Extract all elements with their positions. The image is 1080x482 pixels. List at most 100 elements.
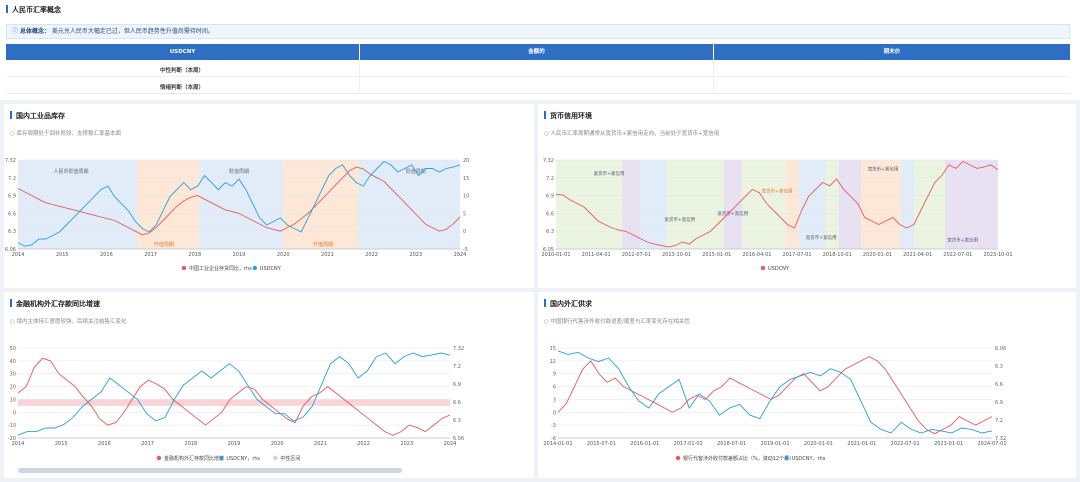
panel-title: 国内工业品库存 xyxy=(10,111,65,121)
phase-band xyxy=(900,160,915,249)
y-tick-label: 50 xyxy=(10,346,16,352)
col-divider xyxy=(359,60,360,94)
legend-marker xyxy=(181,265,187,271)
x-tick-label: 2021 xyxy=(321,252,334,258)
legend-marker xyxy=(784,455,789,461)
phase-band xyxy=(18,160,138,249)
x-tick-label: 2012-07-01 xyxy=(622,252,651,258)
y-tick-label: 9 xyxy=(553,372,556,378)
summary-note-label: 总体概念： xyxy=(19,28,50,35)
x-tick-label: 2021-01-01 xyxy=(847,441,876,447)
y-tick-label: 7.32 xyxy=(543,158,554,164)
legend-label: 金融机构外汇存款同比增速 xyxy=(164,455,224,462)
x-tick-label: 2010-01-01 xyxy=(541,252,570,258)
y-tick-label: -20 xyxy=(8,436,16,442)
series-line-1 xyxy=(17,357,451,436)
y2-tick-label: 6.6 xyxy=(453,400,461,406)
panel-fx-supply-demand: 国内外汇供求 ○ 中国银行代客涉外收付款逆差/顺差与汇率变化存在相关性 15 12… xyxy=(538,292,1076,478)
y-tick-label: 6.05 xyxy=(543,247,554,253)
x-tick-label: 2016 xyxy=(100,252,113,258)
phase-label: 宽货币+宽信用 xyxy=(806,234,837,241)
x-tick-label: 2022-07-01 xyxy=(891,441,920,447)
x-tick-label: 2020 xyxy=(277,252,290,258)
info-icon: ⓘ xyxy=(12,28,19,35)
series-line-2 xyxy=(557,350,993,434)
x-tick-label: 2017 xyxy=(144,252,157,258)
x-tick-label: 2020-01-01 xyxy=(863,252,892,258)
y-tick-label: 10 xyxy=(10,397,16,403)
phase-label: 人民币贬值周期 xyxy=(54,168,89,175)
y-tick-label: 6.6 xyxy=(8,211,16,217)
summary-note: ⓘ 总体概念： 美元兑人民币大幅走已过，但人民币趋势性升值尚需待时间。 xyxy=(6,24,1070,39)
y-tick-label: 7.2 xyxy=(8,176,16,182)
col-header-period-end: 期末价 xyxy=(714,44,1070,60)
y2-tick-label: 10 xyxy=(463,194,469,200)
horizontal-scrollbar[interactable] xyxy=(18,468,402,473)
x-tick-label: 2023-10-01 xyxy=(983,252,1012,258)
phase-band xyxy=(838,160,861,249)
x-tick-label: 2016 xyxy=(98,441,111,447)
y2-tick-label: 15 xyxy=(463,176,469,182)
phase-band xyxy=(639,160,667,249)
summary-table-body xyxy=(6,60,1070,94)
legend-label: USDCNY xyxy=(768,266,790,272)
y-tick-label: 0 xyxy=(553,410,556,416)
y2-tick-label: 6.06 xyxy=(453,436,464,442)
legend-label: 中国工业企业存货同比，rhs xyxy=(189,265,252,272)
y2-tick-label: 0 xyxy=(463,229,466,235)
x-tick-label: 2023 xyxy=(400,441,413,447)
x-tick-label: 2018 xyxy=(184,441,197,447)
x-tick-label: 2019 xyxy=(228,441,241,447)
y2-tick-label: 6.6 xyxy=(995,382,1003,388)
legend-label: USDCNY，rhs xyxy=(226,456,260,462)
y2-tick-label: 5 xyxy=(463,211,466,217)
x-tick-label: 2015 xyxy=(56,252,69,258)
phase-band xyxy=(860,160,901,249)
x-tick-label: 2016-01-01 xyxy=(630,441,659,447)
y2-tick-label: 7.32 xyxy=(453,346,464,352)
x-tick-label: 2015-07-01 xyxy=(587,441,616,447)
col-header-usdcny: USDCNY xyxy=(6,44,359,60)
series-line-1 xyxy=(555,160,999,248)
panel-title: 国内外汇供求 xyxy=(544,299,592,309)
panel-fx-deposits: 金融机构外汇存款同比增速 ○ 境内主体持汇意愿较强，后续关注结售汇变化 50 40… xyxy=(4,292,534,478)
row-divider xyxy=(6,76,1070,77)
x-tick-label: 2015 xyxy=(55,441,68,447)
y-tick-label: 6.9 xyxy=(8,194,16,200)
y-tick-label: 3 xyxy=(553,397,556,403)
y2-tick-label: -5 xyxy=(463,247,468,253)
phase-band xyxy=(137,160,200,249)
legend-marker xyxy=(219,455,224,461)
fx-overview-panel: 人民币汇率概念 ⓘ 总体概念： 美元兑人民币大幅走已过，但人民币趋势性升值尚需待… xyxy=(0,0,1080,100)
y-tick-label: 40 xyxy=(10,359,16,365)
legend-marker xyxy=(273,455,278,461)
x-tick-label: 2017 xyxy=(141,441,154,447)
y-tick-label: 6 xyxy=(553,385,556,391)
y-tick-label: 15 xyxy=(550,346,556,352)
x-tick-label: 2019-01-01 xyxy=(760,441,789,447)
x-tick-label: 2014 xyxy=(12,252,25,258)
phase-label: 宽货币+紧信用 xyxy=(762,188,793,195)
legend-marker xyxy=(156,455,162,461)
series-line-2 xyxy=(17,352,451,436)
x-tick-label: 2019 xyxy=(233,252,246,258)
y-tick-label: -3 xyxy=(551,423,556,429)
panel-subtitle: ○ 库存周期处于回补阶段，支撑稳汇率基本面 xyxy=(10,131,122,137)
phase-band xyxy=(666,160,724,249)
y-tick-label: 6.06 xyxy=(5,247,16,253)
y-tick-label: 6.3 xyxy=(546,229,554,235)
y-tick-label: 20 xyxy=(10,385,16,391)
x-tick-label: 2011-04-01 xyxy=(582,252,611,258)
y2-tick-label: 6.9 xyxy=(453,382,461,388)
x-tick-label: 2024 xyxy=(444,441,457,447)
legend-label: USDCNY xyxy=(260,266,282,272)
y2-tick-label: 20 xyxy=(463,158,469,164)
fx-overview-title: 人民币汇率概念 xyxy=(6,5,61,15)
x-tick-label: 2020 xyxy=(271,441,284,447)
y2-tick-label: 7.2 xyxy=(995,418,1003,424)
legend-marker xyxy=(252,265,257,271)
x-tick-label: 2022 xyxy=(357,441,370,447)
col-header-amount: 金额的 xyxy=(360,44,713,60)
x-tick-label: 2023-01-01 xyxy=(934,441,963,447)
